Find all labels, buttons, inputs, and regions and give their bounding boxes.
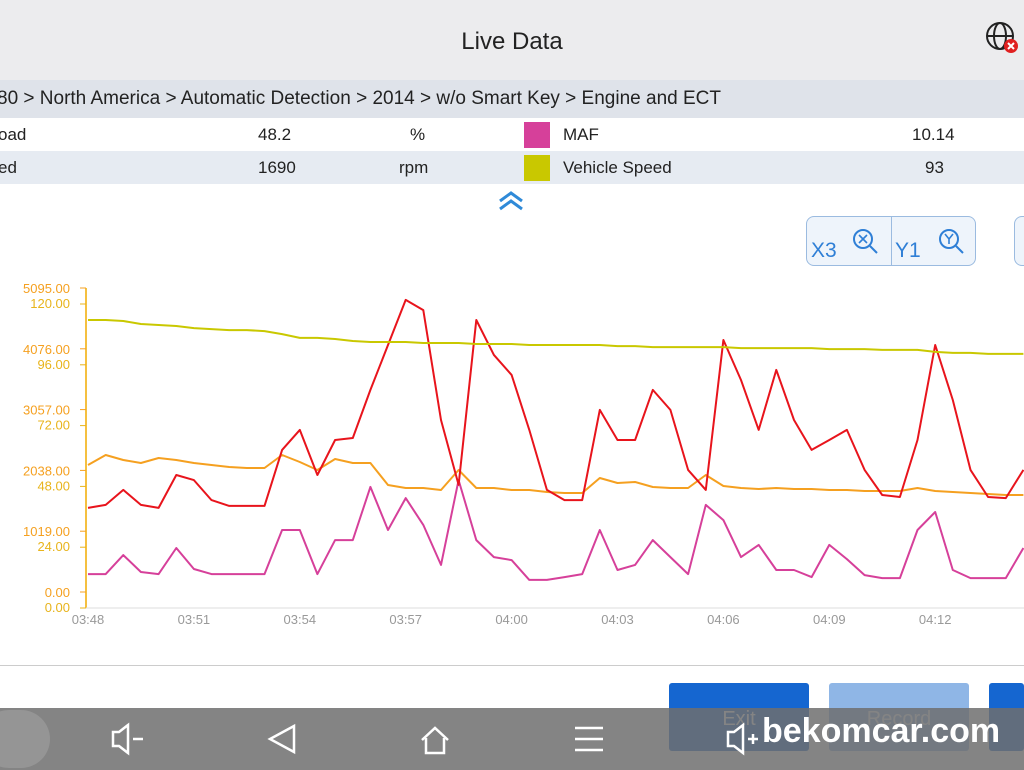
y2-tick-label: 0.00	[45, 585, 70, 600]
x-tick-label: 04:06	[707, 612, 740, 627]
series-line	[87, 454, 1024, 496]
nav-pill[interactable]	[0, 710, 50, 768]
x-tick-label: 04:12	[919, 612, 952, 627]
param-unit: %	[410, 125, 426, 144]
param-name: ed	[0, 158, 17, 177]
collapse-icon[interactable]	[496, 190, 526, 212]
series-line	[88, 479, 1024, 581]
y2-tick-label: 5095.00	[23, 281, 70, 296]
param-value: 1690	[258, 158, 296, 177]
param-name: Vehicle Speed	[563, 158, 672, 177]
x-tick-label: 03:51	[178, 612, 211, 627]
series-line	[88, 319, 1024, 355]
language-icon[interactable]	[984, 20, 1020, 56]
param-value: 48.2	[258, 125, 292, 144]
zoom-x[interactable]: X3	[811, 239, 837, 262]
nav-bar	[0, 708, 1024, 770]
y2-tick-label: 1019.00	[23, 524, 70, 539]
zoom-controls: X3 Y1	[806, 216, 976, 266]
x-tick-label: 04:00	[495, 612, 528, 627]
y-tick-label: 0.00	[45, 600, 70, 615]
x-tick-label: 03:48	[72, 612, 105, 627]
title: Live Data	[461, 28, 563, 55]
y2-tick-label: 4076.00	[23, 342, 70, 357]
breadcrumb: 80 > North America > Automatic Detection…	[0, 80, 1024, 118]
y2-tick-label: 3057.00	[23, 403, 70, 418]
series-line	[87, 298, 1024, 509]
table-row: oad 48.2% MAF 10.14	[0, 118, 1024, 151]
param-name: MAF	[563, 125, 599, 144]
param-name: oad	[0, 125, 27, 144]
x-tick-label: 04:03	[601, 612, 634, 627]
y-tick-label: 120.00	[30, 296, 70, 311]
zoom-y-icon[interactable]	[937, 227, 965, 255]
y-tick-label: 72.00	[37, 418, 70, 433]
zoom-x-icon[interactable]	[851, 227, 879, 255]
param-value: 10.14	[912, 125, 955, 144]
y-tick-label: 24.00	[37, 539, 70, 554]
nav-icons[interactable]	[0, 708, 1024, 770]
y-tick-label: 96.00	[37, 357, 70, 372]
param-value: 93	[925, 158, 944, 177]
header: Live Data	[0, 0, 1024, 80]
y-tick-label: 48.00	[37, 478, 70, 493]
chart: 0.00 1019.00 2038.00 3057.00 4076.00 5095.00 0…	[23, 281, 1024, 627]
table-row: ed 1690 rpm Vehicle Speed 93	[0, 151, 1024, 184]
breadcrumb-text: 80 > North America > Automatic Detection…	[0, 88, 721, 109]
zoom-y[interactable]: Y1	[895, 239, 921, 262]
color-swatch	[524, 122, 550, 148]
x-tick-label: 03:57	[389, 612, 422, 627]
x-tick-label: 03:54	[284, 612, 317, 627]
divider	[0, 665, 1024, 666]
watermark: bekomcar.com	[762, 712, 1001, 750]
more-control[interactable]	[1014, 216, 1024, 266]
y2-tick-label: 2038.00	[23, 463, 70, 478]
color-swatch	[524, 155, 550, 181]
param-unit: rpm	[399, 158, 429, 177]
x-tick-label: 04:09	[813, 612, 846, 627]
